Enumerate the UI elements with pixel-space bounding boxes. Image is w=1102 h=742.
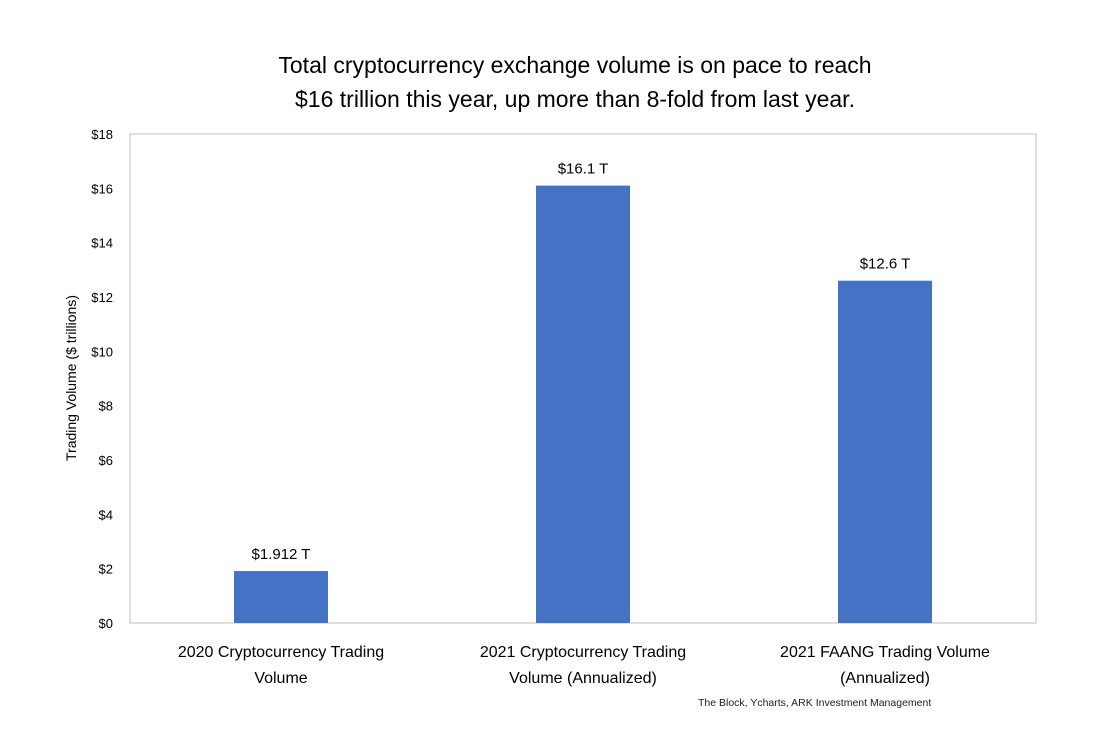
chart-title-line-1: Total cryptocurrency exchange volume is …	[278, 52, 872, 78]
y-tick-label: $2	[99, 562, 113, 577]
y-axis-label: Trading Volume ($ trillions)	[63, 295, 79, 461]
y-tick-label: $0	[99, 616, 113, 631]
x-category-label: 2020 Cryptocurrency Trading	[178, 644, 384, 661]
source-note: The Block, Ycharts, ARK Investment Manag…	[698, 697, 932, 709]
y-tick-label: $6	[99, 453, 113, 468]
y-tick-label: $10	[91, 344, 113, 359]
x-category-label: 2021 FAANG Trading Volume	[780, 644, 990, 661]
chart-title: Total cryptocurrency exchange volume is …	[0, 48, 1102, 116]
bar-data-label: $12.6 T	[860, 256, 911, 273]
y-tick-label: $12	[91, 290, 113, 305]
x-category-label: Volume (Annualized)	[509, 670, 657, 687]
y-tick-label: $4	[99, 507, 113, 522]
bar	[838, 280, 932, 623]
y-axis: $0 $2 $4 $6 $8 $10 $12 $14 $16 $18	[91, 127, 113, 631]
y-tick-label: $14	[91, 236, 113, 251]
y-tick-label: $8	[99, 399, 113, 414]
x-category-label: Volume	[254, 670, 307, 687]
bars: $1.912 T $16.1 T $12.6 T	[234, 161, 932, 623]
bar-data-label: $1.912 T	[252, 546, 311, 563]
bar	[234, 571, 328, 623]
x-axis: 2020 Cryptocurrency Trading Volume 2021 Cr…	[178, 644, 990, 687]
x-category-label: 2021 Cryptocurrency Trading	[480, 644, 686, 661]
bar-data-label: $16.1 T	[558, 161, 609, 178]
y-tick-label: $16	[91, 181, 113, 196]
bar	[536, 185, 630, 623]
y-tick-label: $18	[91, 127, 113, 142]
x-category-label: (Annualized)	[840, 670, 930, 687]
chart-title-line-2: $16 trillion this year, up more than 8-f…	[295, 86, 855, 112]
